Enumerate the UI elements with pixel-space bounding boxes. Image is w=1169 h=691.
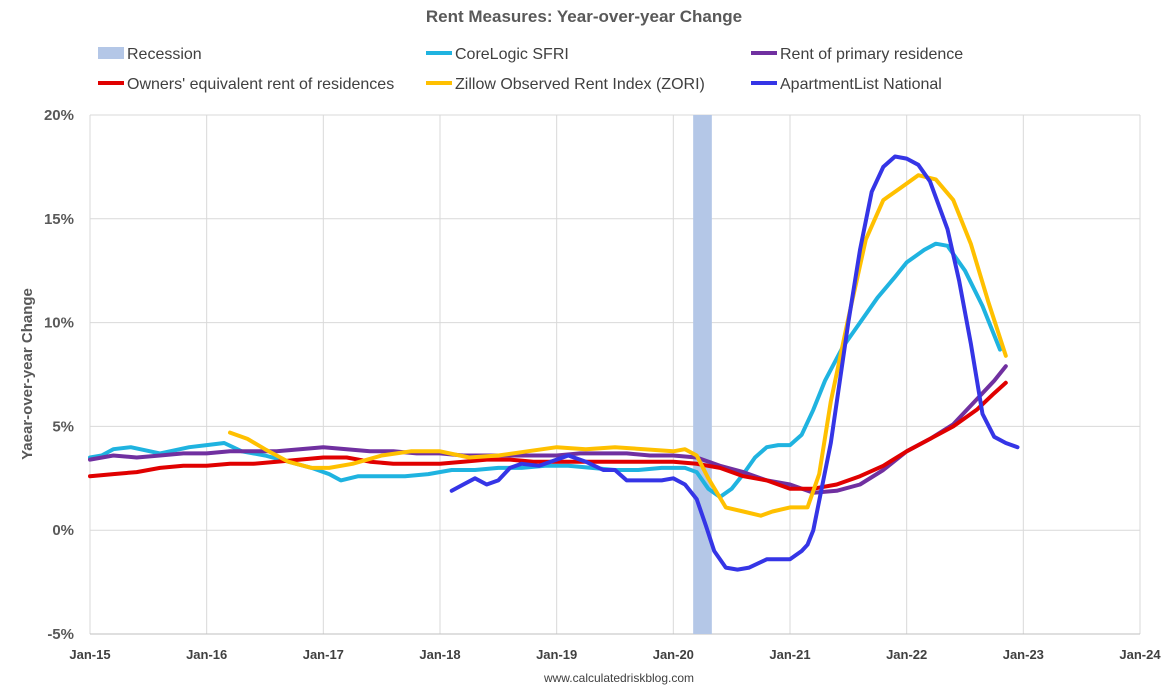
y-tick-label: 0% [52, 522, 74, 539]
legend-swatch [98, 47, 124, 59]
x-tick-label: Jan-19 [536, 647, 577, 662]
x-tick-label: Jan-18 [419, 647, 460, 662]
series-line-rent-of-primary-residence [88, 364, 1008, 495]
y-tick-label: 15% [44, 211, 74, 228]
y-tick-label: 20% [44, 107, 74, 124]
x-tick-label: Jan-24 [1119, 647, 1161, 662]
legend-label: Rent of primary residence [780, 46, 963, 63]
y-tick-label: -5% [47, 626, 74, 643]
series-lines [88, 154, 1020, 572]
source-credit: www.calculatedriskblog.com [543, 671, 694, 685]
x-tick-label: Jan-17 [303, 647, 344, 662]
x-tick-label: Jan-22 [886, 647, 927, 662]
y-axis-label: Yaear-over-year Change [19, 288, 36, 460]
series-line-owners-equivalent-rent-of-residences [88, 380, 1008, 491]
x-tick-label: Jan-20 [653, 647, 694, 662]
y-tick-label: 5% [52, 418, 74, 435]
x-gridlines [89, 115, 1141, 635]
legend-label: Zillow Observed Rent Index (ZORI) [455, 76, 705, 93]
recession-band [693, 115, 712, 634]
y-gridlines [89, 114, 1140, 635]
legend-label: Recession [127, 46, 202, 63]
legend: Recession CoreLogic SFRI Rent of primary r… [98, 46, 963, 93]
x-tick-label: Jan-15 [69, 647, 110, 662]
y-tick-label: 10% [44, 315, 74, 332]
x-tick-label: Jan-16 [186, 647, 227, 662]
y-axis-ticks: -5% 0% 5% 10% 15% 20% [44, 107, 74, 643]
x-tick-label: Jan-21 [769, 647, 810, 662]
legend-label: CoreLogic SFRI [455, 46, 569, 63]
x-tick-label: Jan-23 [1003, 647, 1044, 662]
x-axis-ticks: Jan-15 Jan-16 Jan-17 Jan-18 Jan-19 Jan-20 Jan-… [69, 647, 1161, 662]
chart-title: Rent Measures: Year-over-year Change [426, 7, 742, 26]
legend-label: Owners' equivalent rent of residences [127, 76, 394, 93]
series-line-apartmentlist-national [449, 154, 1020, 572]
series-line-zillow-observed-rent-index-zori [228, 173, 1008, 518]
legend-label: ApartmentList National [780, 76, 942, 93]
series-line-corelogic-sfri [88, 241, 1002, 499]
